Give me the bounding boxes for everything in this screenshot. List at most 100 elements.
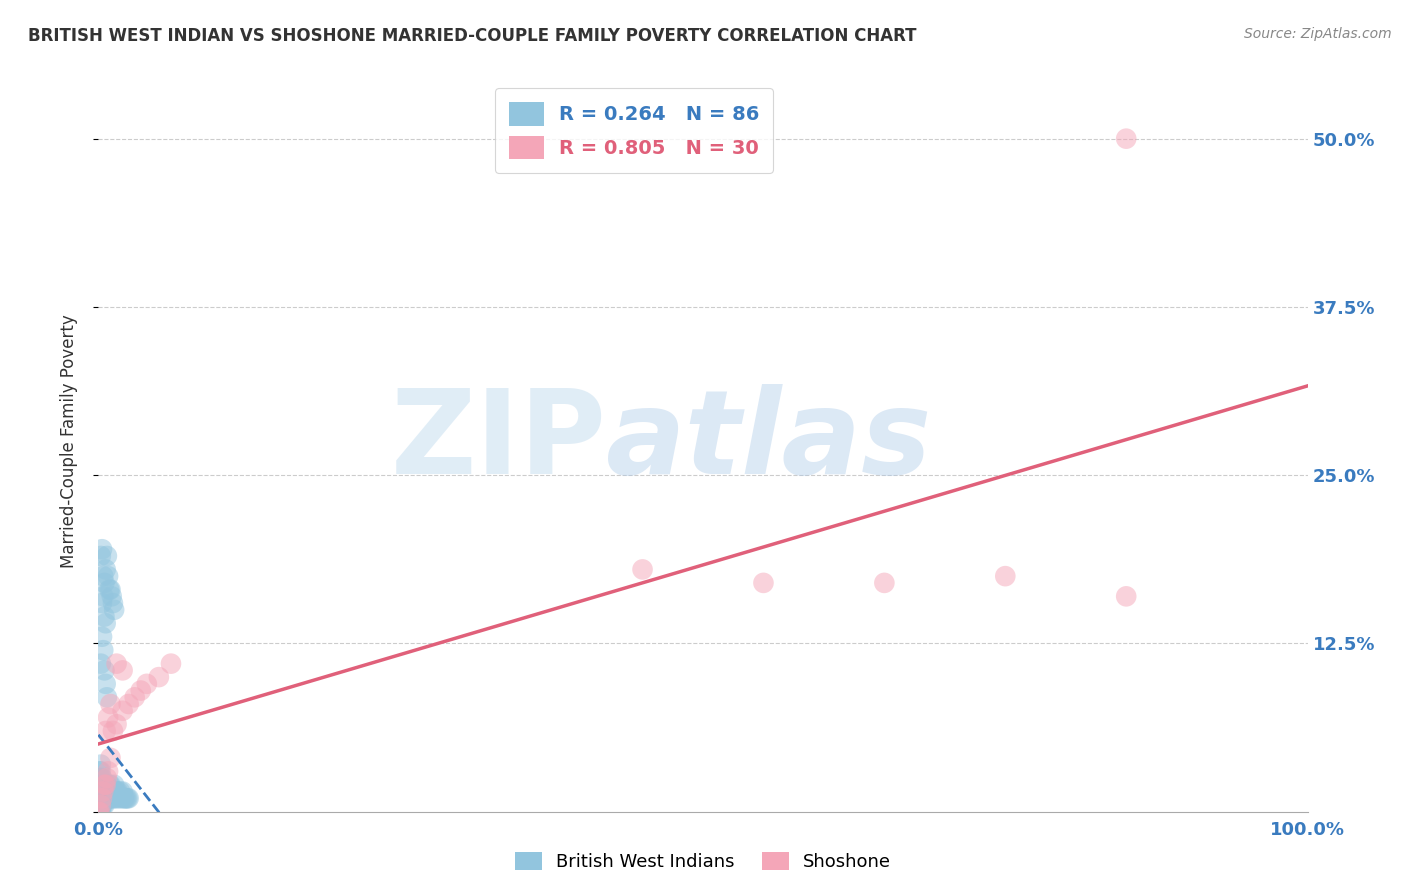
Point	[90, 757, 112, 772]
Point	[91, 791, 114, 805]
Point	[135, 677, 157, 691]
Point	[91, 797, 114, 812]
Point	[91, 797, 114, 812]
Point	[91, 784, 114, 798]
Point	[96, 784, 118, 798]
Point	[91, 791, 114, 805]
Point	[98, 582, 121, 597]
Legend: R = 0.264   N = 86, R = 0.805   N = 30: R = 0.264 N = 86, R = 0.805 N = 30	[495, 88, 773, 173]
Point	[89, 791, 111, 805]
Point	[91, 630, 114, 644]
Point	[873, 575, 896, 590]
Point	[96, 549, 118, 563]
Point	[96, 690, 118, 705]
Point	[89, 791, 111, 805]
Point	[994, 569, 1017, 583]
Point	[90, 778, 112, 792]
Point	[101, 596, 124, 610]
Point	[97, 569, 120, 583]
Point	[89, 778, 111, 792]
Text: Source: ZipAtlas.com: Source: ZipAtlas.com	[1244, 27, 1392, 41]
Point	[91, 596, 114, 610]
Point	[94, 562, 117, 576]
Point	[100, 778, 122, 792]
Point	[90, 771, 112, 785]
Point	[94, 616, 117, 631]
Point	[90, 797, 112, 812]
Point	[107, 784, 129, 798]
Point	[101, 723, 124, 738]
Point	[93, 778, 115, 792]
Point	[98, 791, 121, 805]
Point	[90, 791, 112, 805]
Point	[101, 784, 124, 798]
Point	[91, 771, 114, 785]
Point	[117, 791, 139, 805]
Point	[91, 590, 114, 604]
Point	[90, 657, 112, 671]
Point	[148, 670, 170, 684]
Text: ZIP: ZIP	[391, 384, 606, 499]
Point	[111, 784, 134, 798]
Point	[93, 778, 115, 792]
Point	[89, 805, 111, 819]
Point	[89, 764, 111, 779]
Point	[118, 697, 141, 711]
Point	[93, 784, 115, 798]
Point	[105, 717, 128, 731]
Point	[108, 784, 131, 798]
Point	[97, 791, 120, 805]
Point	[97, 784, 120, 798]
Point	[89, 797, 111, 812]
Point	[100, 791, 122, 805]
Point	[96, 778, 118, 792]
Point	[89, 778, 111, 792]
Point	[105, 791, 128, 805]
Point	[97, 764, 120, 779]
Point	[112, 791, 135, 805]
Point	[91, 569, 114, 583]
Point	[100, 582, 122, 597]
Point	[111, 664, 134, 678]
Point	[94, 791, 117, 805]
Point	[90, 797, 112, 812]
Point	[100, 590, 122, 604]
Point	[98, 778, 121, 792]
Point	[90, 549, 112, 563]
Point	[89, 771, 111, 785]
Point	[90, 805, 112, 819]
Point	[91, 784, 114, 798]
Point	[94, 677, 117, 691]
Point	[89, 805, 111, 819]
Point	[89, 791, 111, 805]
Point	[93, 797, 115, 812]
Point	[93, 575, 115, 590]
Point	[103, 791, 125, 805]
Point	[97, 710, 120, 724]
Point	[89, 784, 111, 798]
Point	[90, 784, 112, 798]
Point	[93, 664, 115, 678]
Point	[752, 575, 775, 590]
Point	[103, 778, 125, 792]
Point	[101, 791, 124, 805]
Point	[89, 805, 111, 819]
Point	[105, 657, 128, 671]
Point	[91, 791, 114, 805]
Point	[91, 784, 114, 798]
Point	[94, 778, 117, 792]
Point	[91, 542, 114, 557]
Point	[100, 697, 122, 711]
Point	[94, 784, 117, 798]
Point	[89, 797, 111, 812]
Point	[90, 764, 112, 779]
Point	[93, 609, 115, 624]
Point	[110, 791, 132, 805]
Text: BRITISH WEST INDIAN VS SHOSHONE MARRIED-COUPLE FAMILY POVERTY CORRELATION CHART: BRITISH WEST INDIAN VS SHOSHONE MARRIED-…	[28, 27, 917, 45]
Point	[114, 791, 136, 805]
Y-axis label: Married-Couple Family Poverty: Married-Couple Family Poverty	[59, 315, 77, 568]
Point	[100, 751, 122, 765]
Point	[118, 791, 141, 805]
Point	[91, 778, 114, 792]
Point	[111, 704, 134, 718]
